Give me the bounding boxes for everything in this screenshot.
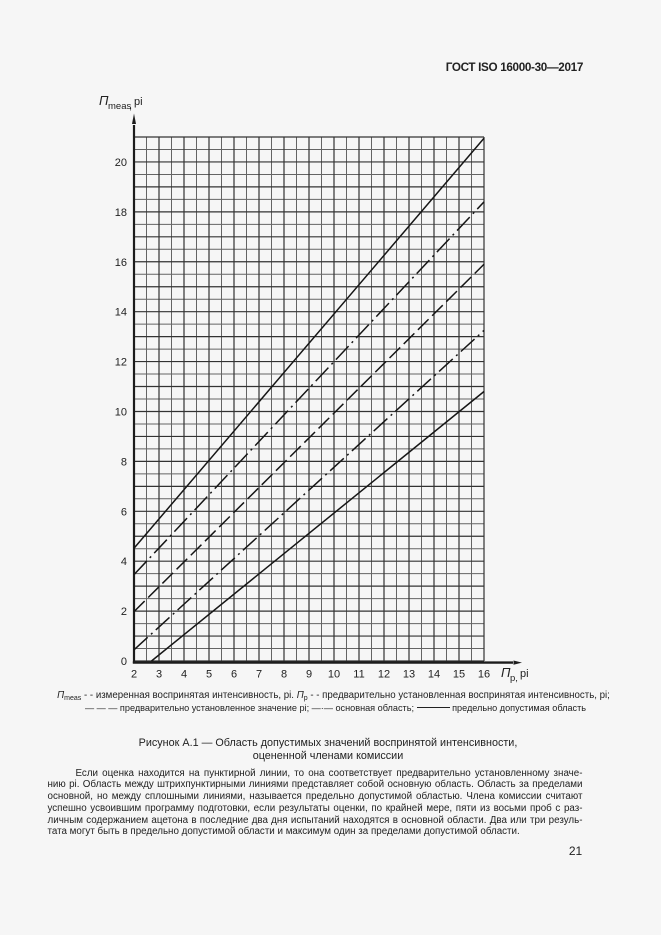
svg-text:12: 12 [378,669,390,681]
svg-text:П: П [501,665,511,680]
svg-text:pi: pi [134,96,143,108]
svg-text:9: 9 [306,669,312,681]
svg-text:12: 12 [115,357,127,369]
svg-text:4: 4 [121,556,127,568]
svg-text:8: 8 [281,669,287,681]
svg-text:,: , [129,100,132,112]
svg-text:meas: meas [108,101,131,112]
svg-text:15: 15 [453,669,465,681]
svg-text:0: 0 [121,656,127,668]
svg-text:10: 10 [115,406,127,418]
svg-text:П: П [99,93,109,108]
svg-text:6: 6 [231,669,237,681]
svg-text:14: 14 [115,307,127,319]
svg-text:2: 2 [121,606,127,618]
svg-text:5: 5 [206,669,212,681]
svg-text:pi: pi [520,668,529,680]
svg-text:14: 14 [428,669,440,681]
svg-text:3: 3 [156,669,162,681]
svg-text:8: 8 [121,456,127,468]
svg-text:4: 4 [181,669,187,681]
svg-text:10: 10 [328,669,340,681]
svg-text:16: 16 [115,257,127,269]
svg-text:18: 18 [115,207,127,219]
svg-text:11: 11 [353,669,364,681]
svg-text:2: 2 [131,669,137,681]
svg-text:6: 6 [121,506,127,518]
svg-text:16: 16 [478,669,490,681]
svg-text:7: 7 [256,669,262,681]
svg-text:20: 20 [115,157,127,169]
svg-text:p,: p, [510,673,518,684]
svg-text:13: 13 [403,669,415,681]
